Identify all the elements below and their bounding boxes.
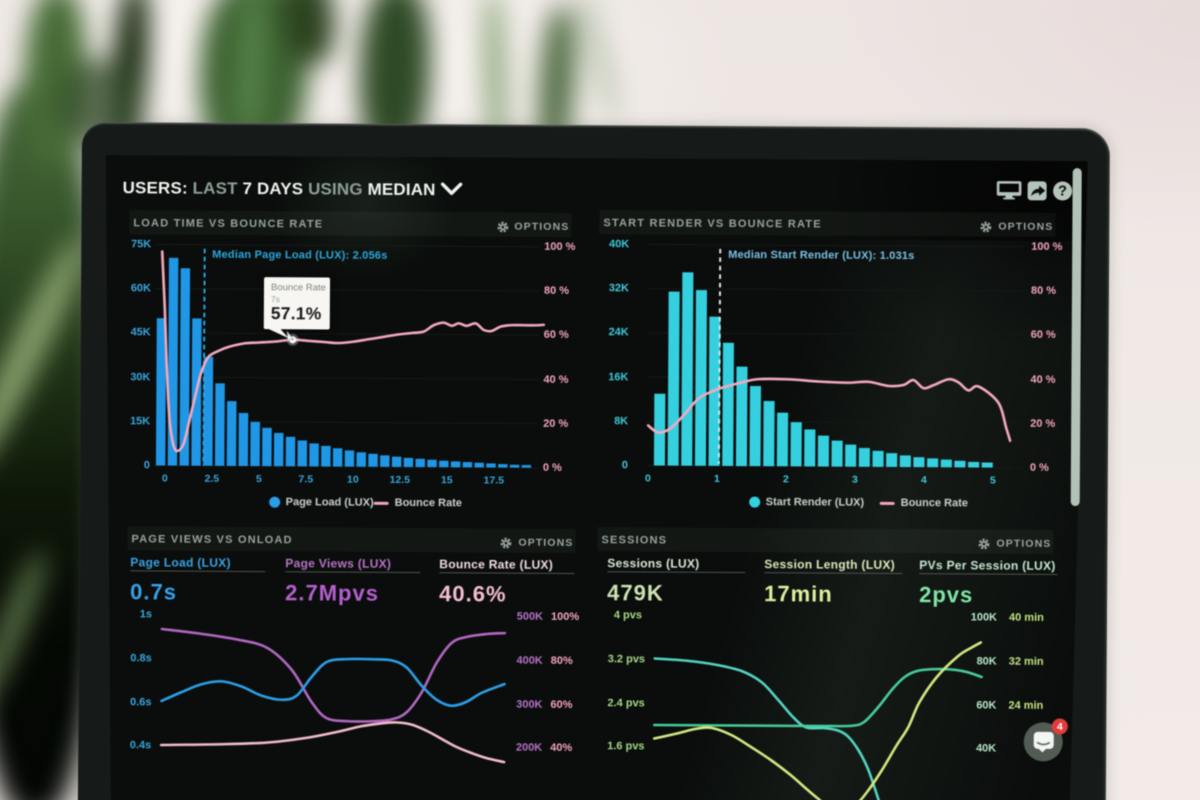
svg-text:4: 4 [1057,721,1063,733]
svg-text:?: ? [1058,184,1067,200]
